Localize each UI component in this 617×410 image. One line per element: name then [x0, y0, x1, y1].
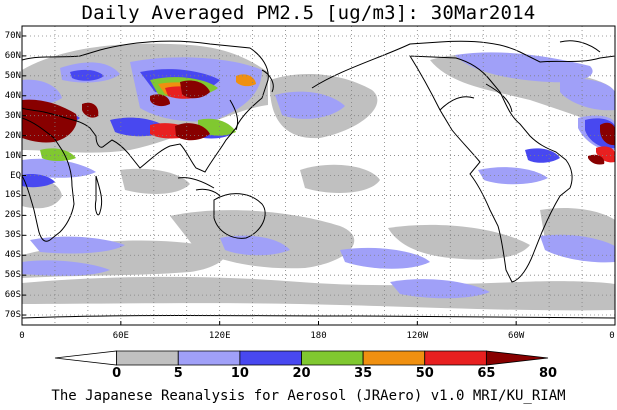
colorbar-label: 50 — [415, 366, 434, 381]
graticule — [22, 26, 615, 325]
latitude-label: 50S — [4, 270, 21, 281]
latitude-label: 50N — [4, 70, 21, 81]
colorbar-segment — [54, 350, 118, 366]
latitude-label: 60N — [4, 50, 21, 61]
axis-ticks — [21, 35, 616, 325]
colorbar-segment — [485, 350, 549, 366]
colorbar-label: 20 — [292, 366, 311, 381]
concentration-fields — [22, 43, 615, 311]
colorbar-segment — [116, 350, 179, 366]
latitude-label: 20N — [4, 130, 21, 141]
latitude-label: 10S — [4, 190, 21, 201]
latitude-label: 70N — [4, 30, 21, 41]
colorbar-label: 35 — [354, 366, 373, 381]
latitude-label: 60S — [4, 290, 21, 301]
latitude-label: 20S — [4, 210, 21, 221]
colorbar-segment — [301, 350, 364, 366]
latitude-label: EQ — [10, 170, 21, 181]
colorbar-label: 65 — [477, 366, 496, 381]
longitude-label: 120W — [406, 331, 429, 341]
colorbar — [54, 350, 549, 366]
latitude-label: 10N — [4, 150, 21, 161]
latitude-label: 40N — [4, 90, 21, 101]
colorbar-label: 80 — [538, 366, 558, 381]
footer-credit: The Japanese Reanalysis for Aerosol (JRA… — [51, 388, 566, 404]
colorbar-segment — [239, 350, 302, 366]
colorbar-segment — [362, 350, 426, 366]
colorbar-label: 5 — [173, 366, 183, 381]
map-title: Daily Averaged PM2.5 [ug/m3]: 30Mar2014 — [81, 2, 536, 24]
longitude-label: 60E — [112, 331, 129, 341]
longitude-label: 60W — [508, 331, 525, 341]
longitude-label: 0 — [19, 331, 25, 341]
colorbar-segment — [177, 350, 241, 366]
colorbar-label: 0 — [112, 366, 122, 381]
longitude-label: 180 — [310, 331, 327, 341]
coastlines — [22, 40, 615, 319]
colorbar-segment — [424, 350, 487, 366]
longitude-label: 120E — [208, 331, 231, 341]
latitude-label: 30N — [4, 110, 21, 121]
longitude-label: 0 — [609, 331, 615, 341]
latitude-label: 30S — [4, 230, 21, 241]
latitude-label: 40S — [4, 250, 21, 261]
latitude-label: 70S — [4, 310, 21, 321]
colorbar-label: 10 — [230, 366, 249, 381]
